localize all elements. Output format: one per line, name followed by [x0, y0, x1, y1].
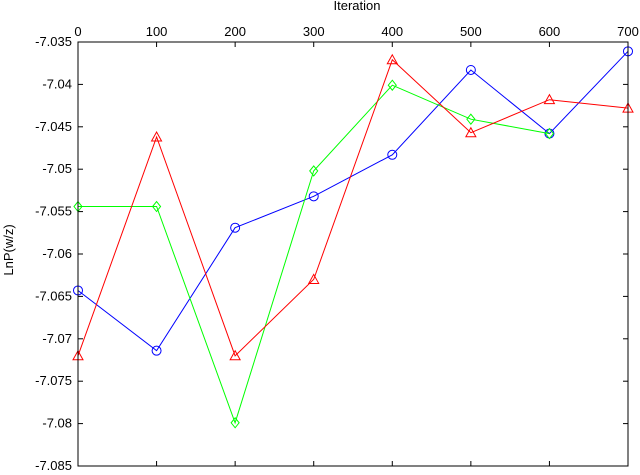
series-2-point	[544, 127, 555, 140]
series-2-point	[466, 113, 476, 125]
y-tick-label: -7.085	[35, 458, 72, 473]
y-tick-label: -7.055	[35, 204, 72, 219]
x-tick-label: 400	[381, 24, 403, 39]
series-1-point	[387, 149, 398, 160]
series-1-point	[308, 191, 319, 202]
series-2-point	[230, 416, 240, 429]
series-1-point	[465, 64, 476, 75]
series-3-line	[77, 58, 629, 357]
series-3-point	[465, 126, 477, 138]
series-3-point	[307, 273, 320, 284]
y-tick-label: -7.035	[35, 34, 72, 49]
series-3-point	[543, 93, 556, 105]
x-tick-label: 600	[539, 24, 561, 39]
series-1-line	[77, 50, 629, 352]
y-tick-label: -7.08	[42, 416, 72, 431]
x-axis-label: Iteration	[334, 0, 381, 13]
series-1-point	[151, 345, 162, 356]
series-2-point	[151, 200, 162, 213]
series-2-point	[387, 79, 397, 92]
series-3-point	[386, 53, 399, 65]
series-3-point	[229, 349, 241, 361]
x-tick-label: 500	[460, 24, 482, 39]
y-tick-label: -7.065	[35, 288, 72, 303]
x-ticks: 0 100 200 300 400 500 600 700	[74, 24, 639, 466]
x-tick-label: 0	[74, 24, 81, 39]
y-tick-label: -7.04	[42, 76, 72, 91]
plot-frame	[77, 41, 629, 467]
y-axis-label: LnP(w/z)	[1, 224, 16, 275]
x-tick-label: 100	[146, 24, 168, 39]
y-tick-label: -7.075	[35, 373, 72, 388]
series-1-point	[230, 222, 241, 233]
x-tick-label: 700	[617, 24, 639, 39]
y-tick-label: -7.07	[42, 331, 72, 346]
series-2-line	[78, 84, 550, 425]
series-2-point	[309, 165, 319, 177]
y-tick-label: -7.06	[42, 246, 72, 261]
y-tick-label: -7.045	[35, 119, 72, 134]
y-ticks: -7.035 -7.04 -7.045 -7.05 -7.055 -7.06 -7.065 -…	[35, 34, 628, 473]
x-tick-label: 200	[224, 24, 246, 39]
series-3-point	[150, 130, 163, 142]
y-tick-label: -7.05	[42, 161, 72, 176]
plot-area	[72, 46, 634, 429]
x-tick-label: 300	[303, 24, 325, 39]
